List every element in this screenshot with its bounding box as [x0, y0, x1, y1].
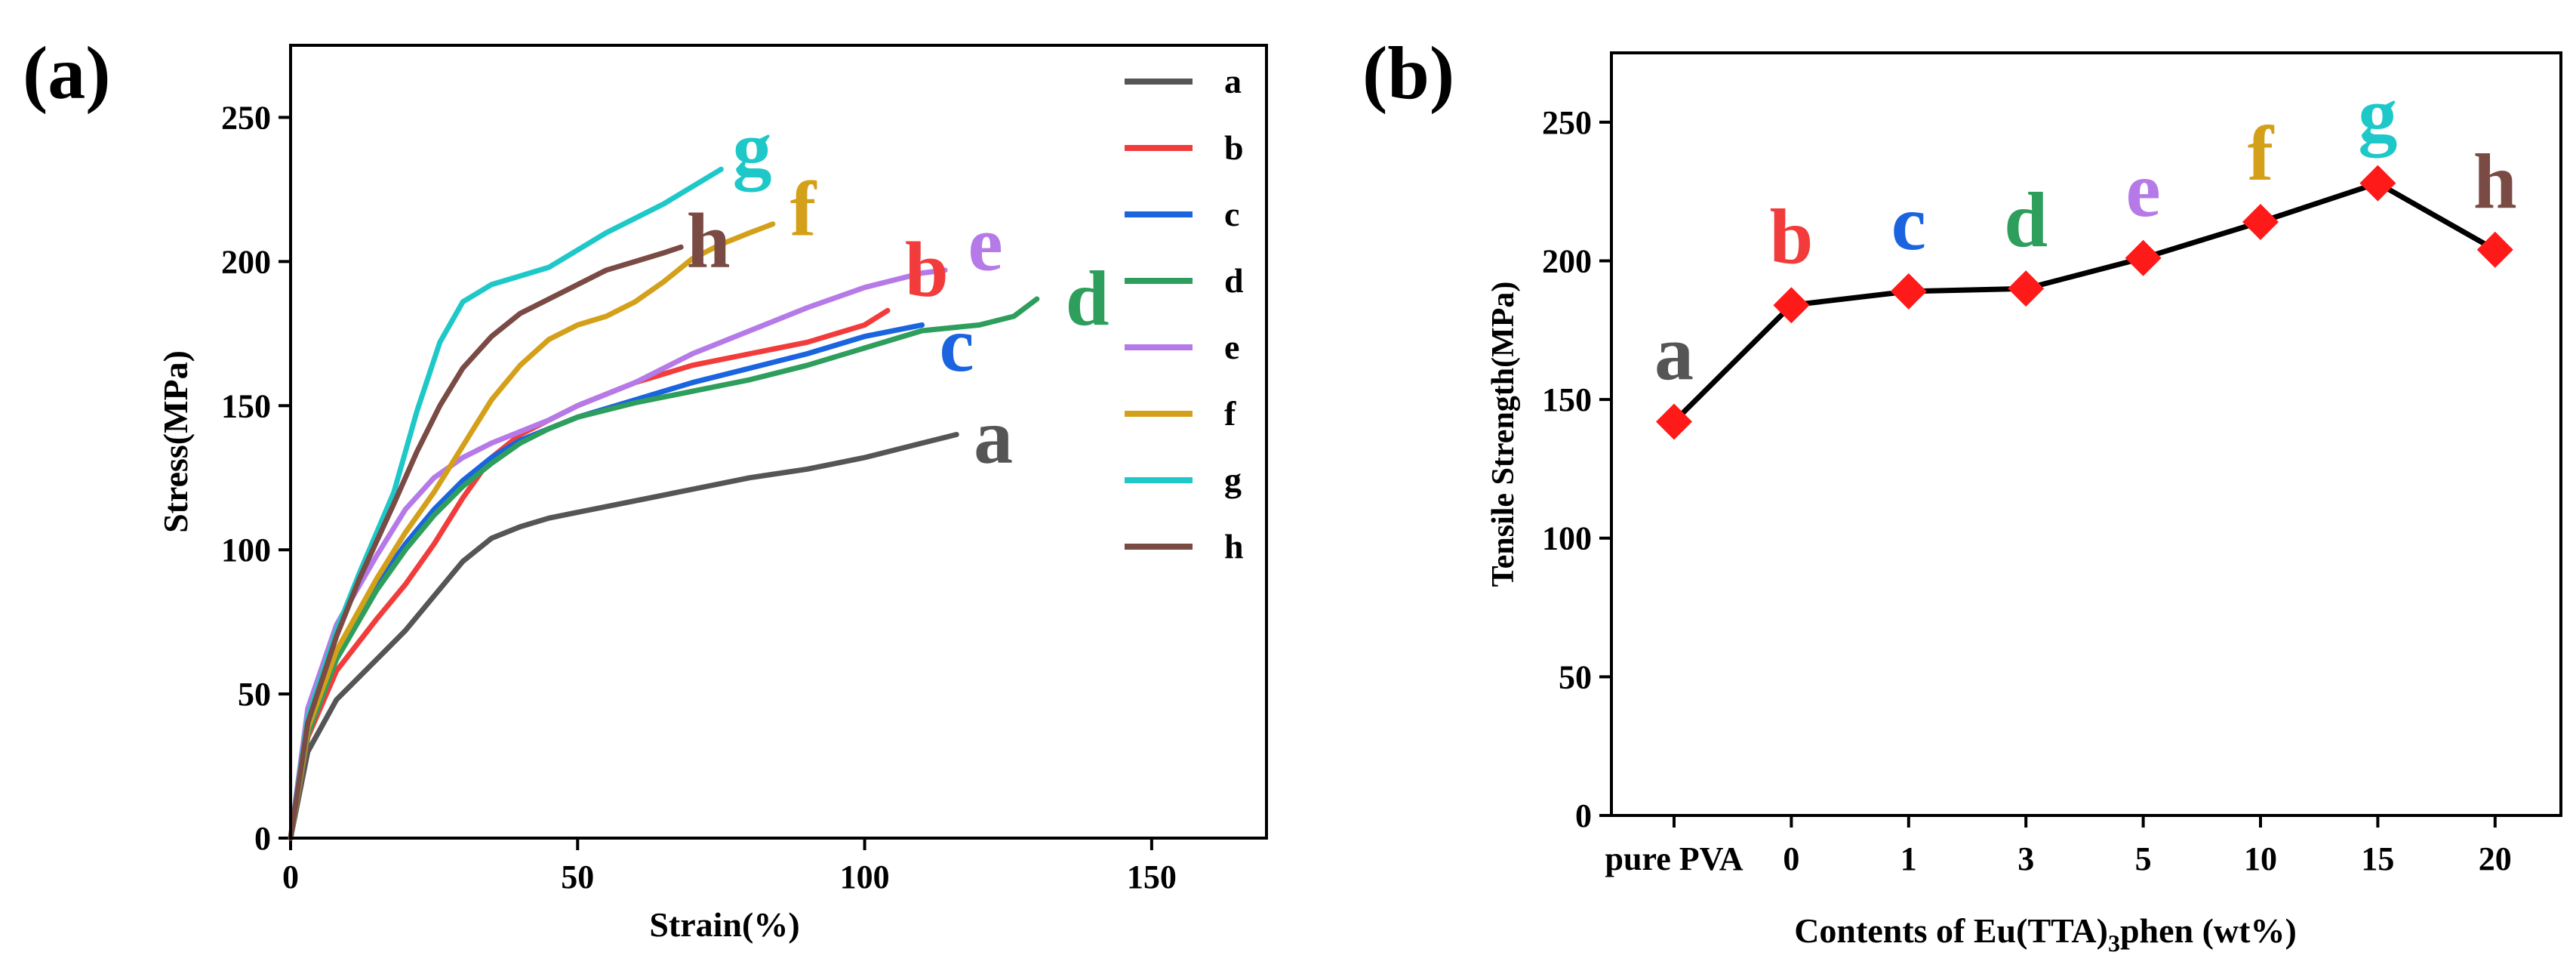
- panel-b-point-label-g: g: [2358, 72, 2397, 159]
- panel-b-xtick-label: 1: [1900, 840, 1917, 877]
- panel-a-series-d: [288, 296, 1040, 841]
- panel-a-xtick-label: 50: [561, 858, 594, 895]
- panel-a-legend-label-a: a: [1224, 62, 1242, 100]
- panel-b-ylabel: Tensile Strength(MPa): [1486, 282, 1521, 587]
- panel-a-ylabel: Stress(MPa): [156, 350, 195, 533]
- panel-b-xlabel-subscript: 3: [2108, 929, 2120, 957]
- panel-b-xtick-label: 3: [2017, 840, 2034, 877]
- panel-b-point-label-b: b: [1769, 193, 1813, 280]
- panel-a-series-f: [288, 221, 776, 841]
- panel-a-series-g: [288, 166, 724, 841]
- panel-b-point-marker: [2359, 165, 2396, 202]
- panel-b-xtick-label: 5: [2135, 840, 2152, 877]
- panel-a-curve-label-e: e: [968, 200, 1002, 287]
- panel-b-point-marker: [1656, 403, 1692, 440]
- panel-a-curve-label-a: a: [974, 393, 1013, 480]
- panel-a-legend-label-e: e: [1224, 328, 1239, 366]
- panel-a-xlabel: Strain(%): [649, 905, 799, 944]
- panel-b-xlabel-tail: phen (wt%): [2120, 911, 2297, 950]
- panel-a-xtick-label: 100: [840, 858, 890, 895]
- panel-a-ytick-label: 100: [221, 532, 271, 569]
- panel-a-label: (a): [23, 31, 111, 115]
- panel-b-xtick-label: 20: [2479, 840, 2512, 877]
- panel-b-point-marker: [2242, 204, 2279, 241]
- panel-a-legend-label-g: g: [1224, 461, 1242, 499]
- panel-a-series-b: [288, 307, 891, 841]
- panel-a-legend-label-f: f: [1224, 394, 1236, 433]
- panel-b-point-marker: [1773, 287, 1810, 324]
- panel-b-xtick-label: 15: [2361, 840, 2394, 877]
- panel-b-xtick-label: pure PVA: [1605, 840, 1743, 877]
- panel-a-legend-label-h: h: [1224, 527, 1244, 566]
- panel-b-point-marker: [1890, 273, 1927, 310]
- panel-b-ytick-label: 150: [1542, 381, 1592, 418]
- panel-a-ytick-label: 200: [221, 243, 271, 280]
- panel-a-xtick-label: 0: [282, 858, 299, 895]
- panel-b-point-label-f: f: [2248, 110, 2275, 197]
- panel-a-series-a: [288, 432, 959, 841]
- panel-b-point-label-c: c: [1891, 180, 1926, 267]
- panel-a-legend-label-c: c: [1224, 195, 1239, 233]
- panel-a-ytick-label: 250: [221, 99, 271, 136]
- panel-a-curve-label-f: f: [790, 165, 817, 252]
- panel-b-point-marker: [2008, 270, 2045, 307]
- panel-b-point-label-h: h: [2473, 138, 2517, 225]
- panel-a-curve-label-h: h: [687, 197, 731, 284]
- panel-b-xtick-label: 10: [2244, 840, 2277, 877]
- panel-b-ytick-label: 100: [1542, 520, 1592, 557]
- panel-a-plot-frame: [289, 44, 1268, 840]
- panel-b-point-label-e: e: [2126, 146, 2161, 233]
- panel-b-point-label-d: d: [2004, 177, 2048, 264]
- panel-b-xlabel: Contents of Eu(TTA)3phen (wt%): [1794, 911, 2297, 957]
- panel-a-curve-label-c: c: [939, 301, 974, 388]
- panel-a-curve-label-b: b: [905, 227, 949, 313]
- panel-b: (b) 0 50 100 150 200 250 pure PVA 0 1 3 5 10 15 20 ab…: [1362, 31, 2562, 957]
- panel-a-ytick-label: 50: [238, 676, 271, 713]
- panel-b-ytick-label: 250: [1542, 104, 1592, 141]
- panel-b-ytick-label: 0: [1575, 797, 1592, 834]
- panel-b-xtick-label: 0: [1783, 840, 1799, 877]
- panel-b-point-label-a: a: [1654, 310, 1694, 396]
- panel-a-series-h: [288, 244, 684, 841]
- panel-a-legend-label-b: b: [1224, 128, 1244, 167]
- panel-a-ytick-label: 0: [254, 820, 271, 857]
- panel-b-series-line: [1672, 180, 2497, 424]
- panel-b-xlabel-main: Contents of Eu(TTA): [1794, 911, 2108, 950]
- panel-a-curve-label-d: d: [1066, 255, 1109, 342]
- panel-a-series-e: [288, 267, 948, 841]
- panel-b-ytick-label: 200: [1542, 242, 1592, 279]
- panel-a-ytick-label: 150: [221, 387, 271, 424]
- panel-b-point-marker: [2125, 239, 2162, 276]
- panel-b-label: (b): [1362, 31, 1454, 115]
- panel-a-legend-label-d: d: [1224, 261, 1244, 300]
- panel-b-ytick-label: 50: [1559, 658, 1592, 695]
- panel-b-plot-frame: [1610, 51, 2562, 817]
- panel-a-curve-label-g: g: [733, 105, 772, 192]
- panel-b-point-marker: [2476, 231, 2513, 268]
- panel-a-xtick-label: 150: [1127, 858, 1177, 895]
